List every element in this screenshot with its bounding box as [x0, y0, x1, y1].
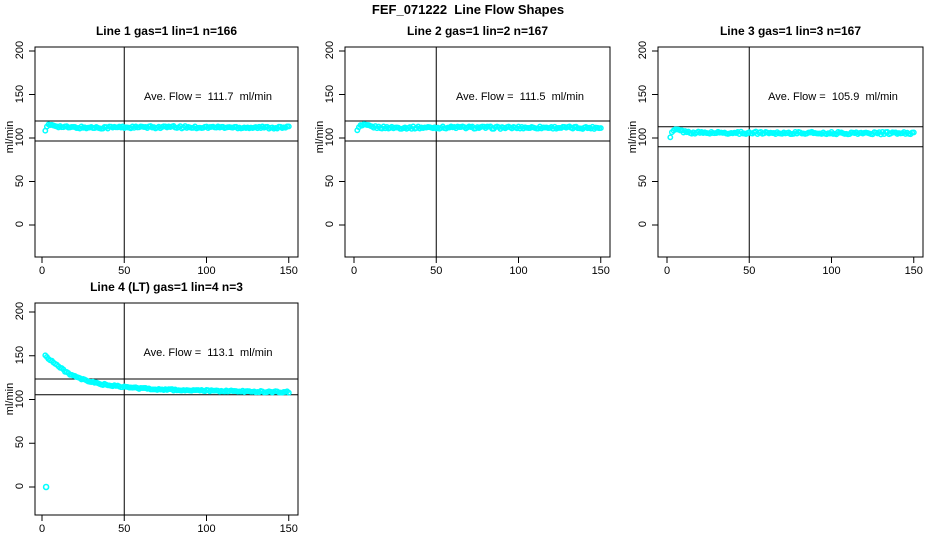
x-tick-label: 150 [279, 265, 298, 277]
y-tick-label: 50 [637, 174, 649, 187]
y-tick-label: 200 [637, 40, 649, 60]
x-tick-label: 0 [38, 523, 46, 535]
x-tick-label: 0 [350, 265, 358, 277]
y-axis-label: ml/min [314, 120, 326, 154]
x-tick-label: 50 [743, 265, 756, 277]
y-tick-label: 50 [14, 174, 26, 187]
plot-frame [344, 46, 611, 258]
ave-flow-annotation: Ave. Flow = 113.1 ml/min [143, 347, 273, 359]
x-tick-label: 150 [904, 265, 923, 277]
x-tick-label: 100 [822, 265, 841, 277]
x-tick-label: 100 [197, 523, 216, 535]
y-tick-label: 150 [14, 345, 26, 364]
plot-frame [657, 46, 924, 258]
x-tick-label: 100 [509, 265, 528, 277]
ave-flow-annotation: Ave. Flow = 111.7 ml/min [143, 91, 273, 103]
panel-title: Line 4 (LT) gas=1 lin=4 n=3 [90, 280, 243, 294]
data-point [910, 129, 917, 136]
ave-flow-annotation: Ave. Flow = 111.5 ml/min [455, 91, 585, 103]
main-title: FEF_071222 Line Flow Shapes [371, 2, 565, 17]
x-tick-label: 50 [430, 265, 443, 277]
y-tick-label: 0 [14, 482, 26, 490]
y-tick-label: 200 [324, 40, 336, 60]
x-tick-label: 0 [38, 265, 46, 277]
y-tick-label: 0 [637, 220, 649, 228]
x-tick-label: 150 [279, 523, 298, 535]
data-point [597, 125, 604, 132]
panel-title: Line 2 gas=1 lin=2 n=167 [406, 24, 549, 38]
y-tick-label: 0 [324, 220, 336, 228]
y-tick-label: 50 [324, 174, 336, 187]
y-tick-label: 200 [14, 301, 26, 321]
plot-frame [34, 46, 299, 258]
x-tick-label: 50 [118, 265, 131, 277]
y-axis-label: ml/min [4, 120, 16, 154]
y-tick-label: 150 [14, 84, 26, 103]
plot-frame [34, 302, 299, 516]
data-point [285, 123, 292, 130]
y-axis-label: ml/min [627, 120, 639, 154]
y-axis-label: ml/min [4, 382, 16, 415]
ave-flow-annotation: Ave. Flow = 105.9 ml/min [768, 91, 898, 103]
y-tick-label: 150 [324, 84, 336, 103]
x-tick-label: 50 [118, 523, 131, 535]
y-tick-label: 0 [14, 220, 26, 228]
data-point [285, 389, 292, 396]
x-tick-label: 150 [591, 265, 610, 277]
x-tick-label: 100 [197, 265, 216, 277]
y-tick-label: 200 [14, 40, 26, 60]
panel-title: Line 1 gas=1 lin=1 n=166 [95, 24, 238, 38]
data-point [667, 134, 674, 141]
data-point-outlier [42, 483, 50, 491]
x-tick-label: 0 [663, 265, 671, 277]
panel-title: Line 3 gas=1 lin=3 n=167 [719, 24, 862, 38]
y-tick-label: 150 [637, 84, 649, 103]
y-tick-label: 50 [14, 436, 26, 449]
